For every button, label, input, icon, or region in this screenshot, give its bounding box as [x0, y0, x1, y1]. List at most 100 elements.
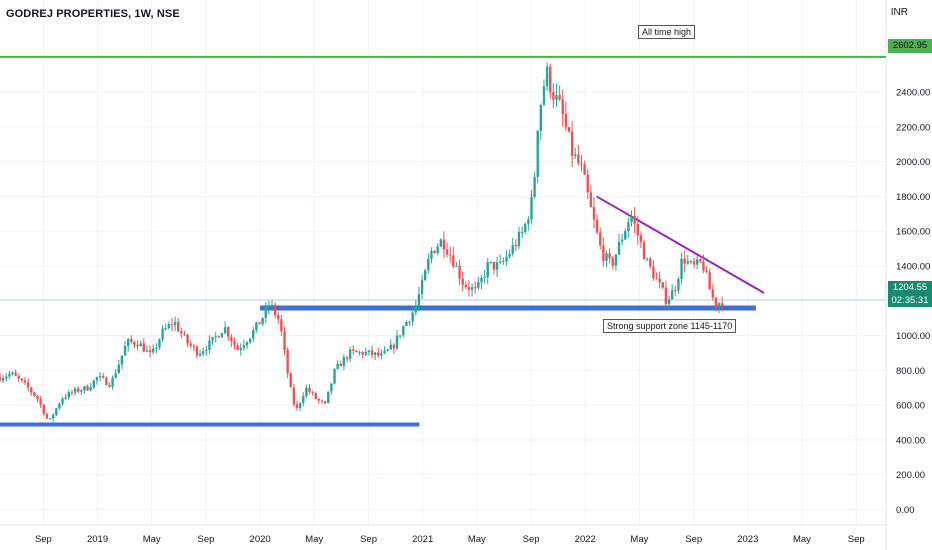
candle-body — [317, 398, 321, 401]
candle-body — [273, 304, 277, 316]
candle-body — [611, 258, 614, 266]
candle-body — [408, 321, 411, 323]
y-tick-label: 1800.00 — [896, 192, 930, 203]
candle-body — [545, 66, 549, 87]
candle-body — [39, 398, 42, 405]
y-tick-label: 1000.00 — [896, 331, 930, 342]
y-tick-label: 2000.00 — [896, 157, 930, 168]
candle-body — [670, 290, 674, 300]
candle-body — [358, 352, 361, 354]
candle-body — [330, 383, 333, 392]
candle-body — [186, 334, 189, 344]
candle-body — [92, 380, 95, 388]
candle-body — [258, 322, 261, 325]
x-tick-label: Sep — [848, 534, 865, 545]
candle-body — [464, 284, 468, 288]
x-tick-label: Sep — [360, 534, 377, 545]
candle-body — [570, 131, 574, 156]
x-tick-label: May — [793, 534, 811, 545]
candle-body — [323, 401, 327, 404]
candle-body — [420, 280, 424, 295]
candle-body — [614, 254, 618, 266]
candle-body — [367, 350, 371, 352]
candle-body — [36, 395, 39, 399]
candle-body — [220, 333, 224, 338]
candle-body — [542, 86, 546, 105]
candle-body — [51, 414, 55, 419]
candle-body — [26, 382, 30, 388]
candle-body — [105, 377, 108, 386]
candle-body — [352, 349, 355, 351]
candle-body — [139, 343, 142, 347]
candle-body — [589, 192, 593, 208]
candle-body — [80, 390, 83, 392]
candle-body — [720, 303, 724, 307]
candle-body — [373, 352, 377, 355]
candle-body — [492, 261, 496, 270]
candle-body — [624, 231, 627, 240]
candle-body — [48, 418, 52, 420]
x-tick-label: 2021 — [412, 534, 433, 545]
candle-body — [714, 297, 718, 307]
candle-body — [480, 277, 483, 283]
support-zone-annotation[interactable]: Strong support zone 1145-1170 — [603, 319, 737, 333]
candle-body — [198, 353, 202, 356]
candle-body — [286, 349, 289, 374]
candle-body — [339, 363, 342, 367]
candle-body — [8, 374, 11, 377]
candle-body — [192, 345, 196, 347]
candle-body — [530, 196, 533, 220]
candle-body — [627, 222, 630, 232]
candle-body — [155, 347, 158, 349]
candle-body — [617, 241, 621, 255]
candle-body — [599, 232, 602, 246]
candle-body — [708, 272, 711, 290]
candle-body — [214, 336, 217, 338]
candle-body — [580, 163, 583, 165]
candle-body — [527, 219, 530, 224]
candle-body — [686, 261, 689, 264]
candle-body — [61, 398, 64, 404]
candle-body — [508, 253, 511, 257]
x-tick-label: 2023 — [737, 534, 758, 545]
candle-body — [295, 404, 299, 409]
candle-body — [664, 287, 668, 305]
candle-body — [23, 380, 27, 383]
candle-body — [461, 278, 464, 285]
candle-body — [236, 345, 239, 350]
candle-body — [292, 387, 296, 405]
candle-body — [667, 299, 671, 305]
candle-body — [283, 331, 286, 350]
candle-body — [298, 402, 302, 409]
candle-body — [574, 154, 577, 156]
candle-body — [17, 375, 20, 379]
all-time-high-annotation[interactable]: All time high — [638, 25, 696, 39]
candle-body — [564, 114, 568, 128]
candle-body — [114, 373, 117, 378]
candle-body — [567, 127, 571, 132]
candle-body — [202, 351, 205, 354]
candle-body — [539, 104, 543, 131]
candle-body — [695, 259, 699, 265]
candle-body — [86, 386, 89, 391]
candle-body — [111, 377, 114, 387]
candle-body — [658, 278, 661, 283]
y-tick-label: 1400.00 — [896, 261, 930, 272]
candle-body — [195, 346, 199, 356]
candle-body — [11, 372, 14, 375]
candle-body — [595, 219, 599, 233]
candle-body — [455, 265, 458, 267]
candle-body — [289, 373, 292, 388]
x-tick-label: 2022 — [575, 534, 596, 545]
candle-body — [533, 176, 536, 197]
candle-body — [427, 258, 430, 271]
candle-body — [602, 245, 605, 261]
candle-body — [333, 368, 336, 384]
candle-body — [711, 289, 715, 298]
candle-body — [477, 282, 480, 288]
candle-body — [398, 335, 402, 337]
candle-body — [348, 349, 352, 359]
candle-body — [402, 326, 405, 336]
